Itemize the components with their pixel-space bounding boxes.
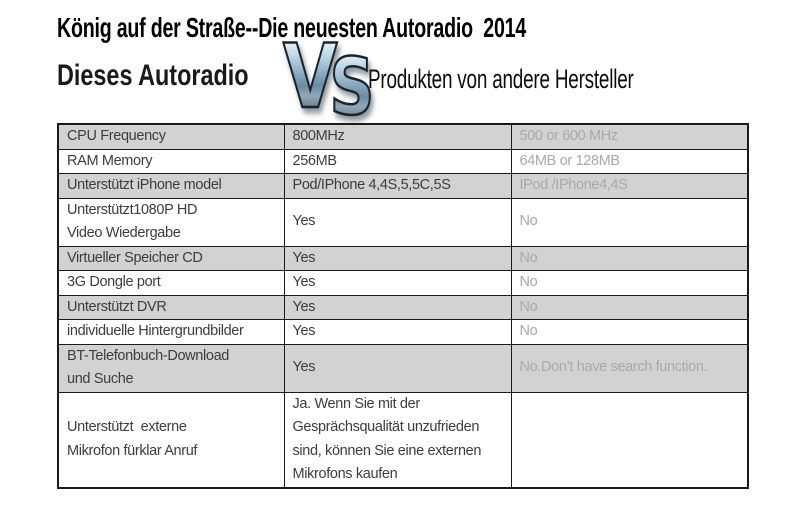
feature-cell: individuelle Hintergrundbilder xyxy=(57,319,285,345)
table-row: Unterstützt iPhone model Pod/IPhone 4,4S,… xyxy=(57,173,749,199)
vs-logo: VS xyxy=(282,25,375,128)
other-product-cell: No xyxy=(510,197,749,247)
page-title: König auf der Straße--Die neuesten Autor… xyxy=(57,12,527,43)
other-product-cell: No.Don’t have search function. xyxy=(510,343,749,393)
feature-cell: RAM Memory xyxy=(57,148,285,174)
feature-cell: 3G Dongle port xyxy=(57,270,285,296)
feature-cell: Virtueller Speicher CD xyxy=(57,245,285,271)
table-row: Unterstützt DVR Yes No xyxy=(57,294,749,320)
table-row: 3G Dongle port Yes No xyxy=(57,270,749,296)
this-product-cell: 800MHz xyxy=(283,123,512,150)
this-product-cell: Yes xyxy=(283,197,512,247)
feature-cell: BT-Telefonbuch-Download und Suche xyxy=(57,343,285,393)
feature-cell: Unterstützt1080P HD Video Wiedergabe xyxy=(57,197,285,247)
other-product-cell: No xyxy=(510,270,749,296)
other-product-cell: IPod /IPhone4,4S xyxy=(510,173,749,199)
this-product-cell: Yes xyxy=(283,319,512,345)
competitors-label: Produkten von andere Hersteller xyxy=(368,64,634,94)
comparison-table: CPU Frequency 800MHz 500 or 600 MHz RAM Mem… xyxy=(57,123,749,489)
other-product-cell: No xyxy=(510,245,749,271)
table-row: BT-Telefonbuch-Download und Suche Yes No.D… xyxy=(57,343,749,393)
this-product-cell: Yes xyxy=(283,270,512,296)
vs-letter-v: V xyxy=(282,25,338,128)
feature-cell: Unterstützt externe Mikrofon fürklar Anr… xyxy=(57,391,285,488)
table-row: Unterstützt1080P HD Video Wiedergabe Yes N… xyxy=(57,197,749,247)
this-product-label: Dieses Autoradio xyxy=(57,59,249,92)
this-product-cell: 256MB xyxy=(283,148,512,174)
other-product-cell: 64MB or 128MB xyxy=(510,148,749,174)
feature-cell: CPU Frequency xyxy=(57,123,285,150)
this-product-cell: Ja. Wenn Sie mit der Gesprächsqualität u… xyxy=(283,391,512,488)
this-product-cell: Yes xyxy=(283,343,512,393)
comparison-table-body: CPU Frequency 800MHz 500 or 600 MHz RAM Mem… xyxy=(57,123,749,488)
feature-cell: Unterstützt iPhone model xyxy=(57,173,285,199)
other-product-cell: 500 or 600 MHz xyxy=(510,123,749,150)
vs-letter-s: S xyxy=(328,43,375,133)
table-row: Unterstützt externe Mikrofon fürklar Anr… xyxy=(57,391,749,488)
table-row: Virtueller Speicher CD Yes No xyxy=(57,245,749,271)
table-row: individuelle Hintergrundbilder Yes No xyxy=(57,319,749,345)
other-product-cell: No xyxy=(510,319,749,345)
this-product-cell: Pod/IPhone 4,4S,5,5C,5S xyxy=(283,173,512,199)
other-product-cell xyxy=(510,391,749,488)
this-product-cell: Yes xyxy=(283,245,512,271)
this-product-cell: Yes xyxy=(283,294,512,320)
feature-cell: Unterstützt DVR xyxy=(57,294,285,320)
table-row: RAM Memory 256MB 64MB or 128MB xyxy=(57,148,749,174)
other-product-cell: No xyxy=(510,294,749,320)
table-row: CPU Frequency 800MHz 500 or 600 MHz xyxy=(57,123,749,150)
